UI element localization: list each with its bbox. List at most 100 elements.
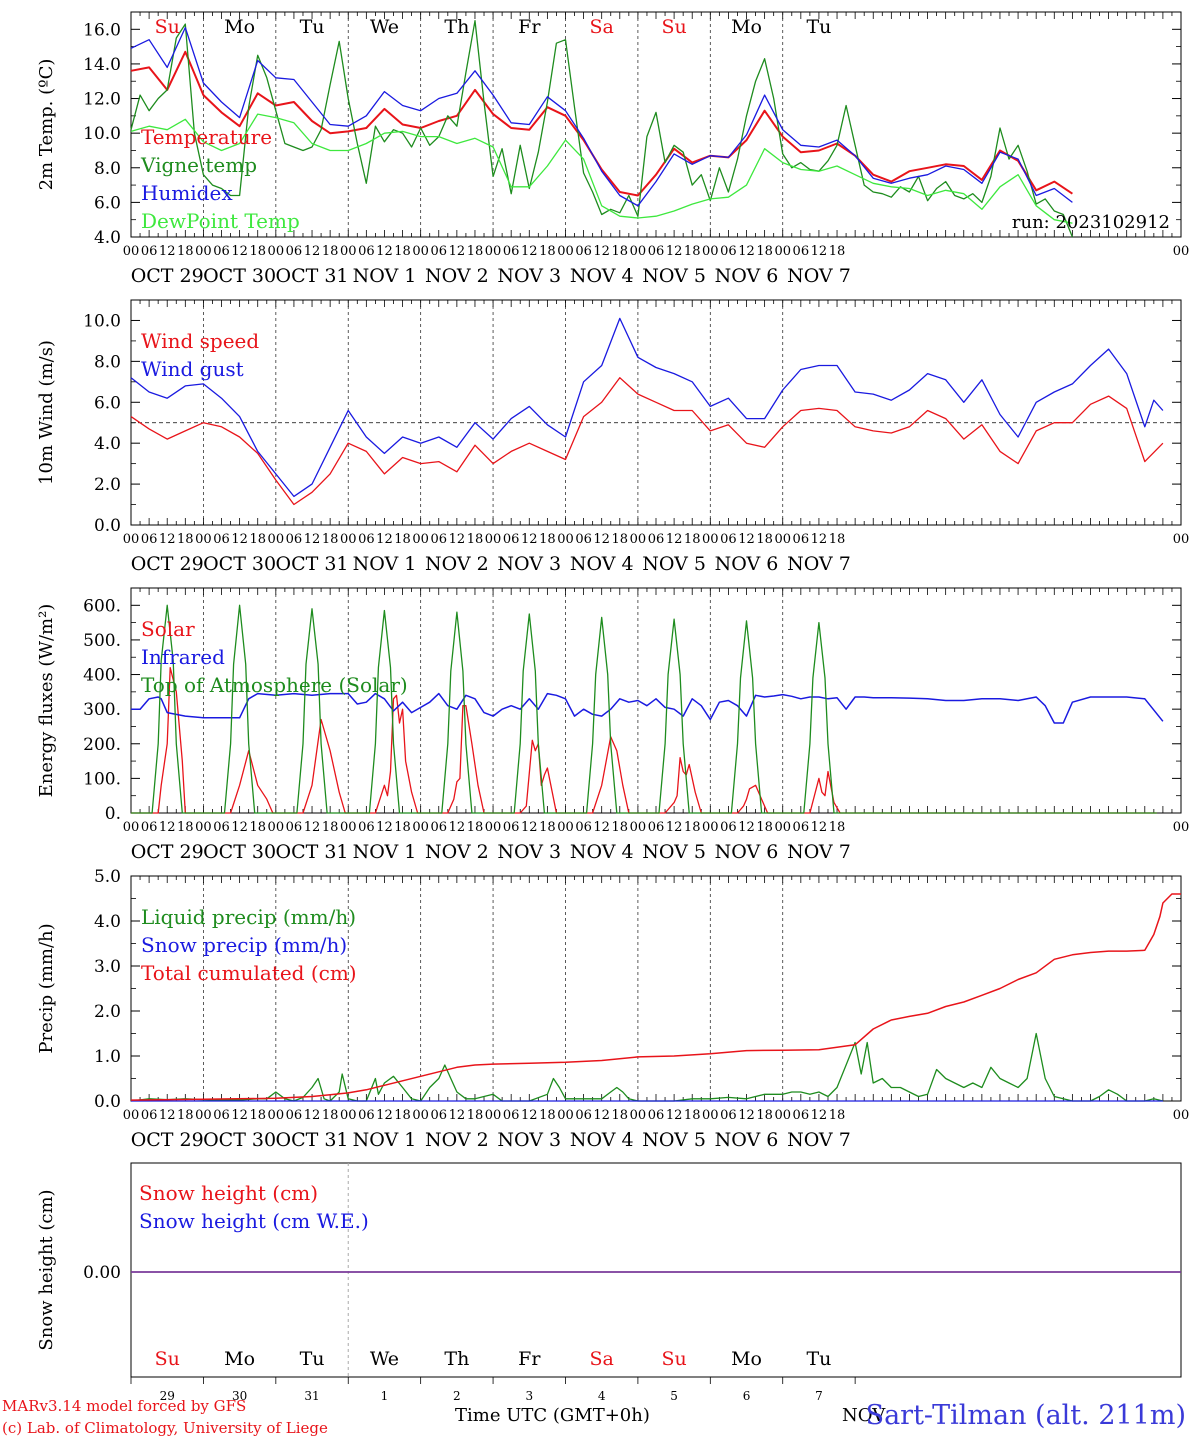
hour-label: 06 — [720, 820, 737, 835]
date-label: NOV 6 — [715, 1129, 779, 1151]
hour-label: 00 — [485, 532, 502, 547]
series-line-dewpoint-temp — [130, 113, 1073, 224]
hour-label: 12 — [811, 532, 828, 547]
date-label: NOV 4 — [570, 553, 634, 575]
weekday-label: Th — [444, 1348, 469, 1370]
hour-label: 00 — [1173, 820, 1190, 835]
series-line-wind-gust — [130, 317, 1164, 498]
hour-label: 00 — [1173, 244, 1190, 259]
weekday-label: Su — [661, 1348, 686, 1370]
hour-label: 00 — [485, 244, 502, 259]
hour-label: 00 — [195, 820, 212, 835]
hour-label: 00 — [340, 820, 357, 835]
hour-label: 00 — [340, 244, 357, 259]
hour-label: 12 — [304, 820, 321, 835]
y-tick-label: 10.0 — [83, 311, 121, 331]
hour-label: 18 — [539, 1108, 556, 1123]
hour-label: 18 — [684, 820, 701, 835]
weekday-label: We — [370, 16, 399, 38]
hour-label: 06 — [575, 532, 592, 547]
hour-label: 06 — [430, 820, 447, 835]
hour-label: 12 — [304, 244, 321, 259]
hour-label: 00 — [702, 820, 719, 835]
hour-label: 12 — [593, 820, 610, 835]
hour-label: 06 — [648, 1108, 665, 1123]
date-label: NOV 4 — [570, 1129, 634, 1151]
hour-label: 12 — [666, 532, 683, 547]
hour-label: 18 — [829, 1108, 846, 1123]
hour-label: 18 — [539, 532, 556, 547]
weekday-label: Th — [444, 16, 469, 38]
series-line-liquid-precip-mm-h — [130, 1032, 1164, 1102]
hour-label: 06 — [141, 244, 158, 259]
hour-label: 00 — [702, 532, 719, 547]
hour-label: 18 — [177, 532, 194, 547]
panel-snow: 0.00 Snow height (cm) Snow height (cm) Snow… — [36, 1162, 1182, 1403]
hour-label: 00 — [268, 1108, 285, 1123]
legend-entry: Humidex — [141, 181, 233, 205]
hour-label: 06 — [648, 820, 665, 835]
y-tick-label: 600. — [83, 596, 121, 616]
hour-label: 12 — [376, 820, 393, 835]
date-label: NOV 3 — [497, 1129, 561, 1151]
hour-label: 12 — [449, 1108, 466, 1123]
hour-label: 00 — [268, 820, 285, 835]
legend-entry: Vigne temp — [140, 153, 257, 177]
hour-label: 06 — [213, 820, 230, 835]
hour-label: 18 — [467, 244, 484, 259]
run-label: run: 2023102912 — [1012, 212, 1170, 233]
hour-label: 00 — [630, 1108, 647, 1123]
date-label: NOV 7 — [787, 553, 851, 575]
y-tick-label: 2.0 — [94, 1002, 121, 1022]
x-axis-month: NOV — [842, 1405, 886, 1426]
date-label: OCT 30 — [203, 1129, 276, 1151]
date-label: OCT 31 — [276, 1129, 349, 1151]
date-label: NOV 3 — [497, 553, 561, 575]
hour-label: 12 — [521, 1108, 538, 1123]
y-tick-label: 0.00 — [83, 1263, 121, 1283]
series-line-wind-speed — [130, 377, 1164, 506]
hour-label: 12 — [593, 532, 610, 547]
hour-label: 18 — [829, 244, 846, 259]
day-number-label: 5 — [670, 1389, 678, 1403]
date-label: NOV 5 — [642, 553, 706, 575]
hour-label: 12 — [593, 1108, 610, 1123]
day-number-label: 6 — [743, 1389, 751, 1403]
hour-label: 00 — [340, 1108, 357, 1123]
date-label: NOV 1 — [353, 841, 417, 863]
hour-label: 06 — [720, 1108, 737, 1123]
day-number-label: 29 — [160, 1389, 175, 1403]
hour-label: 18 — [467, 1108, 484, 1123]
hour-label: 12 — [159, 820, 176, 835]
date-label: OCT 31 — [276, 553, 349, 575]
hour-label: 18 — [612, 532, 629, 547]
hour-label: 18 — [177, 1108, 194, 1123]
hour-label: 18 — [756, 244, 773, 259]
y-tick-label: 10.0 — [83, 124, 121, 144]
hour-label: 00 — [1173, 1108, 1190, 1123]
y-tick-label: 500. — [83, 631, 121, 651]
hour-label: 06 — [648, 532, 665, 547]
hour-label: 12 — [304, 532, 321, 547]
series-line-total-cumulated-cm — [130, 893, 1181, 1101]
date-label: OCT 31 — [276, 841, 349, 863]
hour-label: 06 — [286, 244, 303, 259]
y-tick-label: 3.0 — [94, 957, 121, 977]
hour-label: 12 — [811, 244, 828, 259]
day-number-label: 2 — [453, 1389, 461, 1403]
hour-label: 00 — [123, 820, 140, 835]
series-line-humidex — [130, 26, 1073, 207]
hour-label: 00 — [268, 244, 285, 259]
date-label: NOV 7 — [787, 265, 851, 287]
weekday-label: Tu — [300, 16, 325, 38]
hour-label: 06 — [141, 532, 158, 547]
hour-label: 00 — [268, 532, 285, 547]
weekday-label: Mo — [224, 16, 255, 38]
legend-entry: Solar — [141, 617, 195, 641]
hour-label: 00 — [702, 244, 719, 259]
hour-label: 18 — [539, 244, 556, 259]
y-tick-label: 16.0 — [83, 20, 121, 40]
y-axis-label: 10m Wind (m/s) — [36, 340, 57, 485]
hour-label: 00 — [702, 1108, 719, 1123]
